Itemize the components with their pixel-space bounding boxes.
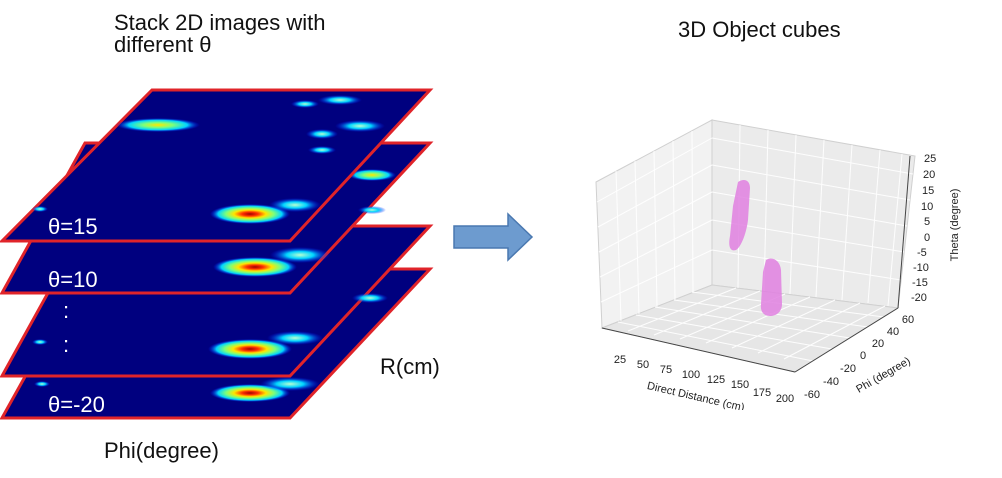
layer-label-2: θ=10 — [48, 267, 98, 292]
stacked-heatmaps: θ=-20 : : θ=10 θ=15 — [0, 88, 434, 420]
plot-3d: 25 50 75 100 125 150 175 200 Direct Dist… — [595, 119, 961, 410]
z-tick-8: -10 — [913, 262, 929, 274]
x-tick-7: 175 — [753, 387, 771, 399]
ellipsis-dot-1: : — [63, 298, 69, 323]
left-title: Stack 2D images with different θ — [114, 12, 326, 56]
x-tick-1: 25 — [614, 354, 626, 366]
z-axis-label: Theta (degree) — [949, 189, 961, 262]
object-cube-2 — [760, 258, 782, 316]
left-title-line2: different θ — [114, 32, 212, 57]
axis-r-label: R(cm) — [380, 354, 440, 379]
y-tick-6: 40 — [887, 326, 899, 338]
z-tick-9: -15 — [912, 277, 928, 289]
z-tick-10: -20 — [911, 292, 927, 304]
x-tick-3: 75 — [660, 364, 672, 376]
axis-phi-label: Phi(degree) — [104, 438, 219, 463]
right-title: 3D Object cubes — [678, 17, 841, 42]
z-tick-4: 10 — [921, 201, 933, 213]
x-tick-2: 50 — [637, 359, 649, 371]
z-tick-1: 25 — [924, 153, 936, 165]
y-tick-3: -20 — [840, 363, 856, 375]
left-title-line1: Stack 2D images with — [114, 10, 326, 35]
z-tick-7: -5 — [917, 247, 927, 259]
y-tick-4: 0 — [860, 350, 866, 362]
z-tick-6: 0 — [924, 232, 930, 244]
z-tick-3: 15 — [922, 185, 934, 197]
heatmap-layer-1: θ=15 — [0, 88, 434, 243]
right-arrow-icon — [453, 212, 534, 262]
x-tick-4: 100 — [682, 369, 700, 381]
y-tick-7: 60 — [902, 314, 914, 326]
ellipsis-dot-2: : — [63, 332, 69, 357]
object-cube-1 — [729, 180, 750, 251]
z-tick-2: 20 — [923, 169, 935, 181]
y-tick-5: 20 — [872, 338, 884, 350]
layer-label-4: θ=-20 — [48, 392, 105, 417]
y-tick-1: -60 — [804, 389, 820, 401]
x-tick-6: 150 — [731, 379, 749, 391]
x-tick-5: 125 — [707, 374, 725, 386]
z-tick-5: 5 — [924, 216, 930, 228]
layer-label-1: θ=15 — [48, 214, 98, 239]
y-tick-2: -40 — [823, 376, 839, 388]
x-tick-8: 200 — [776, 393, 794, 405]
